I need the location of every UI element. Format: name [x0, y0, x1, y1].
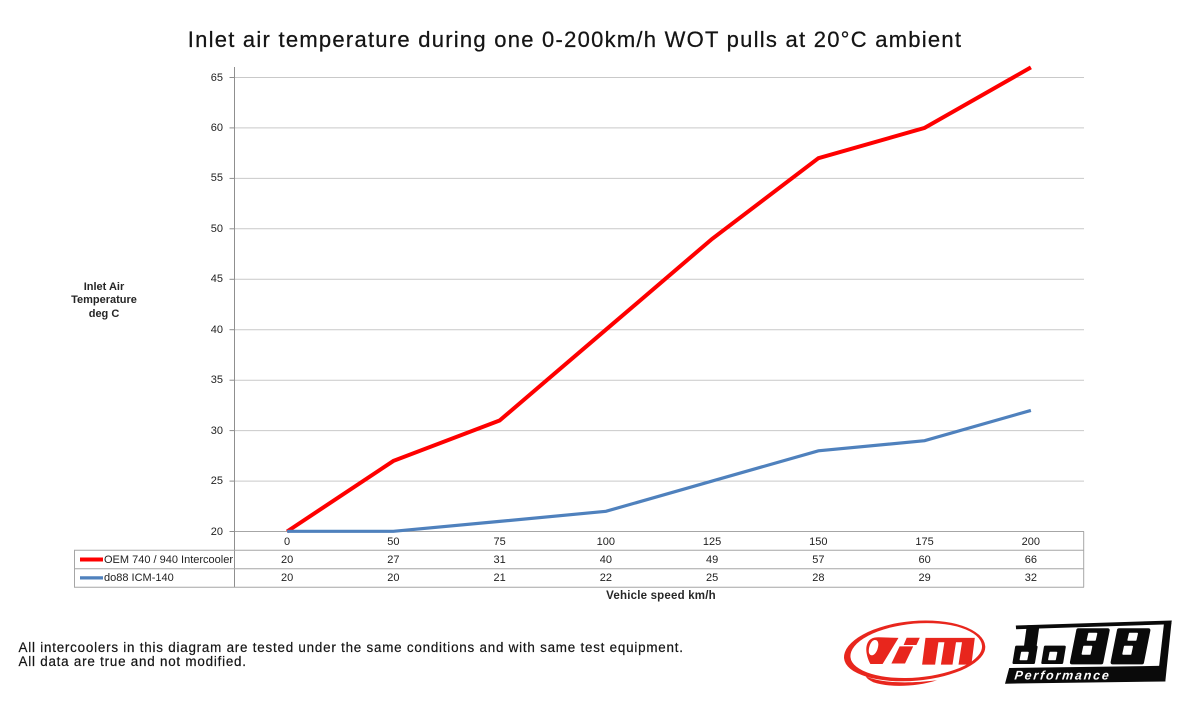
svg-text:Performance: Performance: [1014, 669, 1112, 683]
